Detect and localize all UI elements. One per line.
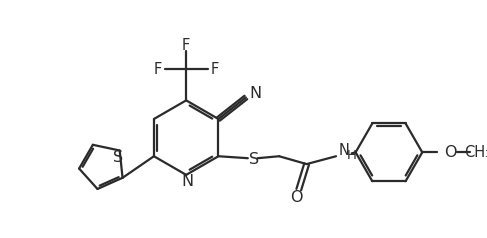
Text: F: F — [182, 38, 190, 53]
Text: F: F — [153, 61, 162, 77]
Text: S: S — [112, 150, 123, 165]
Text: N: N — [338, 143, 349, 158]
Text: O: O — [291, 190, 303, 205]
Text: F: F — [210, 61, 219, 77]
Text: N: N — [181, 174, 193, 189]
Text: CH₃: CH₃ — [465, 145, 487, 160]
Text: H: H — [347, 149, 356, 162]
Text: S: S — [249, 152, 259, 167]
Text: N: N — [250, 86, 262, 101]
Text: O: O — [445, 145, 457, 160]
